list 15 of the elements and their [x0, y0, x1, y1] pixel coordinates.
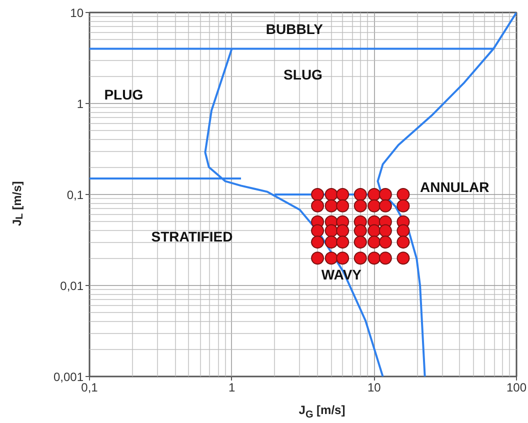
annotation: BUBBLY — [266, 20, 324, 37]
y-tick-label: 0,1 — [66, 188, 84, 202]
annotation: STRATIFIED — [151, 228, 233, 244]
y-tick-label: 0,01 — [60, 279, 84, 293]
x-tick-label: 100 — [506, 380, 527, 394]
x-tick-label: 10 — [367, 380, 382, 394]
x-axis-title: J$_{G}$ [m/s] — [298, 403, 346, 422]
y-tick-label: 0,001 — [53, 370, 84, 384]
annotation: ANNULAR — [420, 179, 490, 196]
annotation: PLUG — [104, 86, 144, 102]
annotation: SLUG — [284, 66, 323, 82]
x-tick-label: 0,1 — [81, 380, 98, 394]
y-tick-label: 10 — [70, 6, 84, 20]
y-tick-label: 1 — [76, 97, 84, 111]
x-tick-label: 1 — [228, 380, 236, 394]
